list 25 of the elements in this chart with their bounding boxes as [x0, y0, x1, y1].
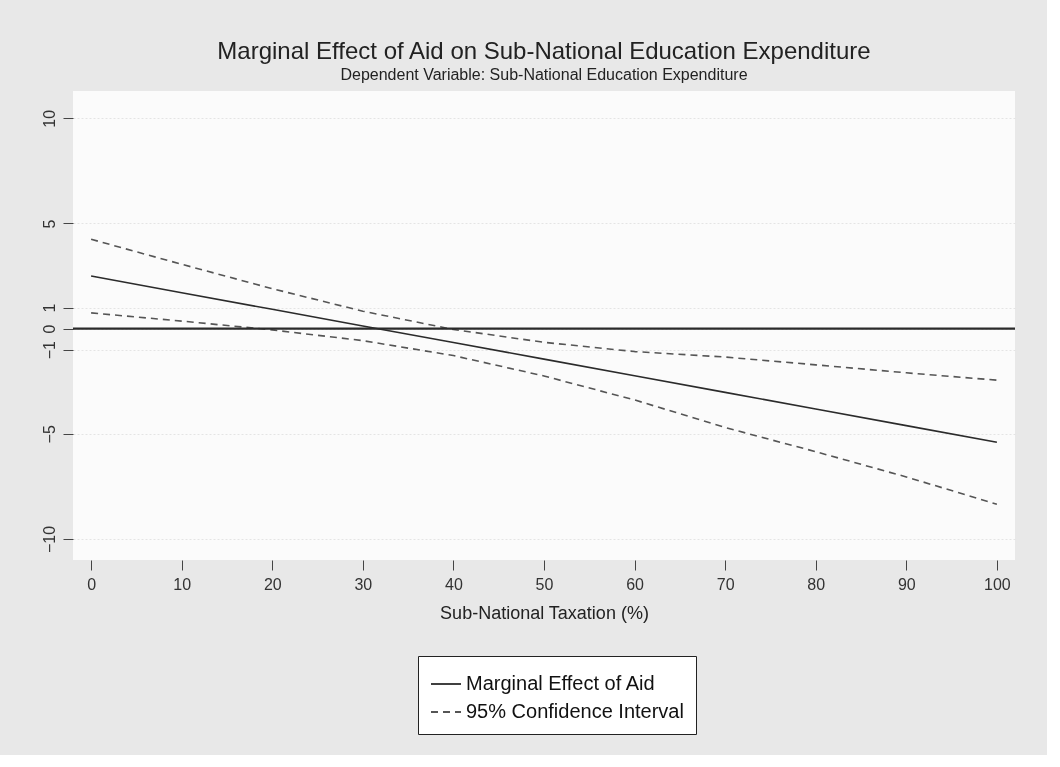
x-tick-label: 0 — [87, 575, 97, 593]
x-tick-label: 60 — [626, 575, 645, 593]
x-tick-label: 70 — [716, 575, 735, 593]
y-tick-label: −5 — [40, 425, 58, 444]
y-tick-label: 10 — [40, 109, 58, 128]
legend-label: 95% Confidence Interval — [466, 700, 684, 722]
x-tick-label: 100 — [984, 575, 1011, 593]
y-tick-label: 0 — [40, 324, 58, 334]
chart-title: Marginal Effect of Aid on Sub-National Education Expenditure — [217, 37, 871, 64]
y-tick-label: 5 — [40, 219, 58, 229]
x-tick-label: 20 — [263, 575, 282, 593]
chart-subtitle: Dependent Variable: Sub-National Education Expenditure — [340, 66, 748, 83]
y-tick-label: 1 — [40, 303, 58, 313]
x-axis-title: Sub-National Taxation (%) — [440, 602, 649, 623]
line-series — [90, 238, 998, 381]
x-tick-label: 90 — [897, 575, 916, 593]
y-tick-label: −10 — [40, 525, 58, 554]
y-tick-label: −1 — [40, 340, 58, 360]
line-series — [90, 312, 998, 506]
x-tick-label: 30 — [354, 575, 373, 593]
x-tick-label: 80 — [807, 575, 826, 593]
x-tick-label: 10 — [173, 575, 192, 593]
x-tick-label: 40 — [445, 575, 463, 593]
x-tick-label: 50 — [535, 575, 554, 593]
legend-label: Marginal Effect of Aid — [466, 672, 655, 694]
